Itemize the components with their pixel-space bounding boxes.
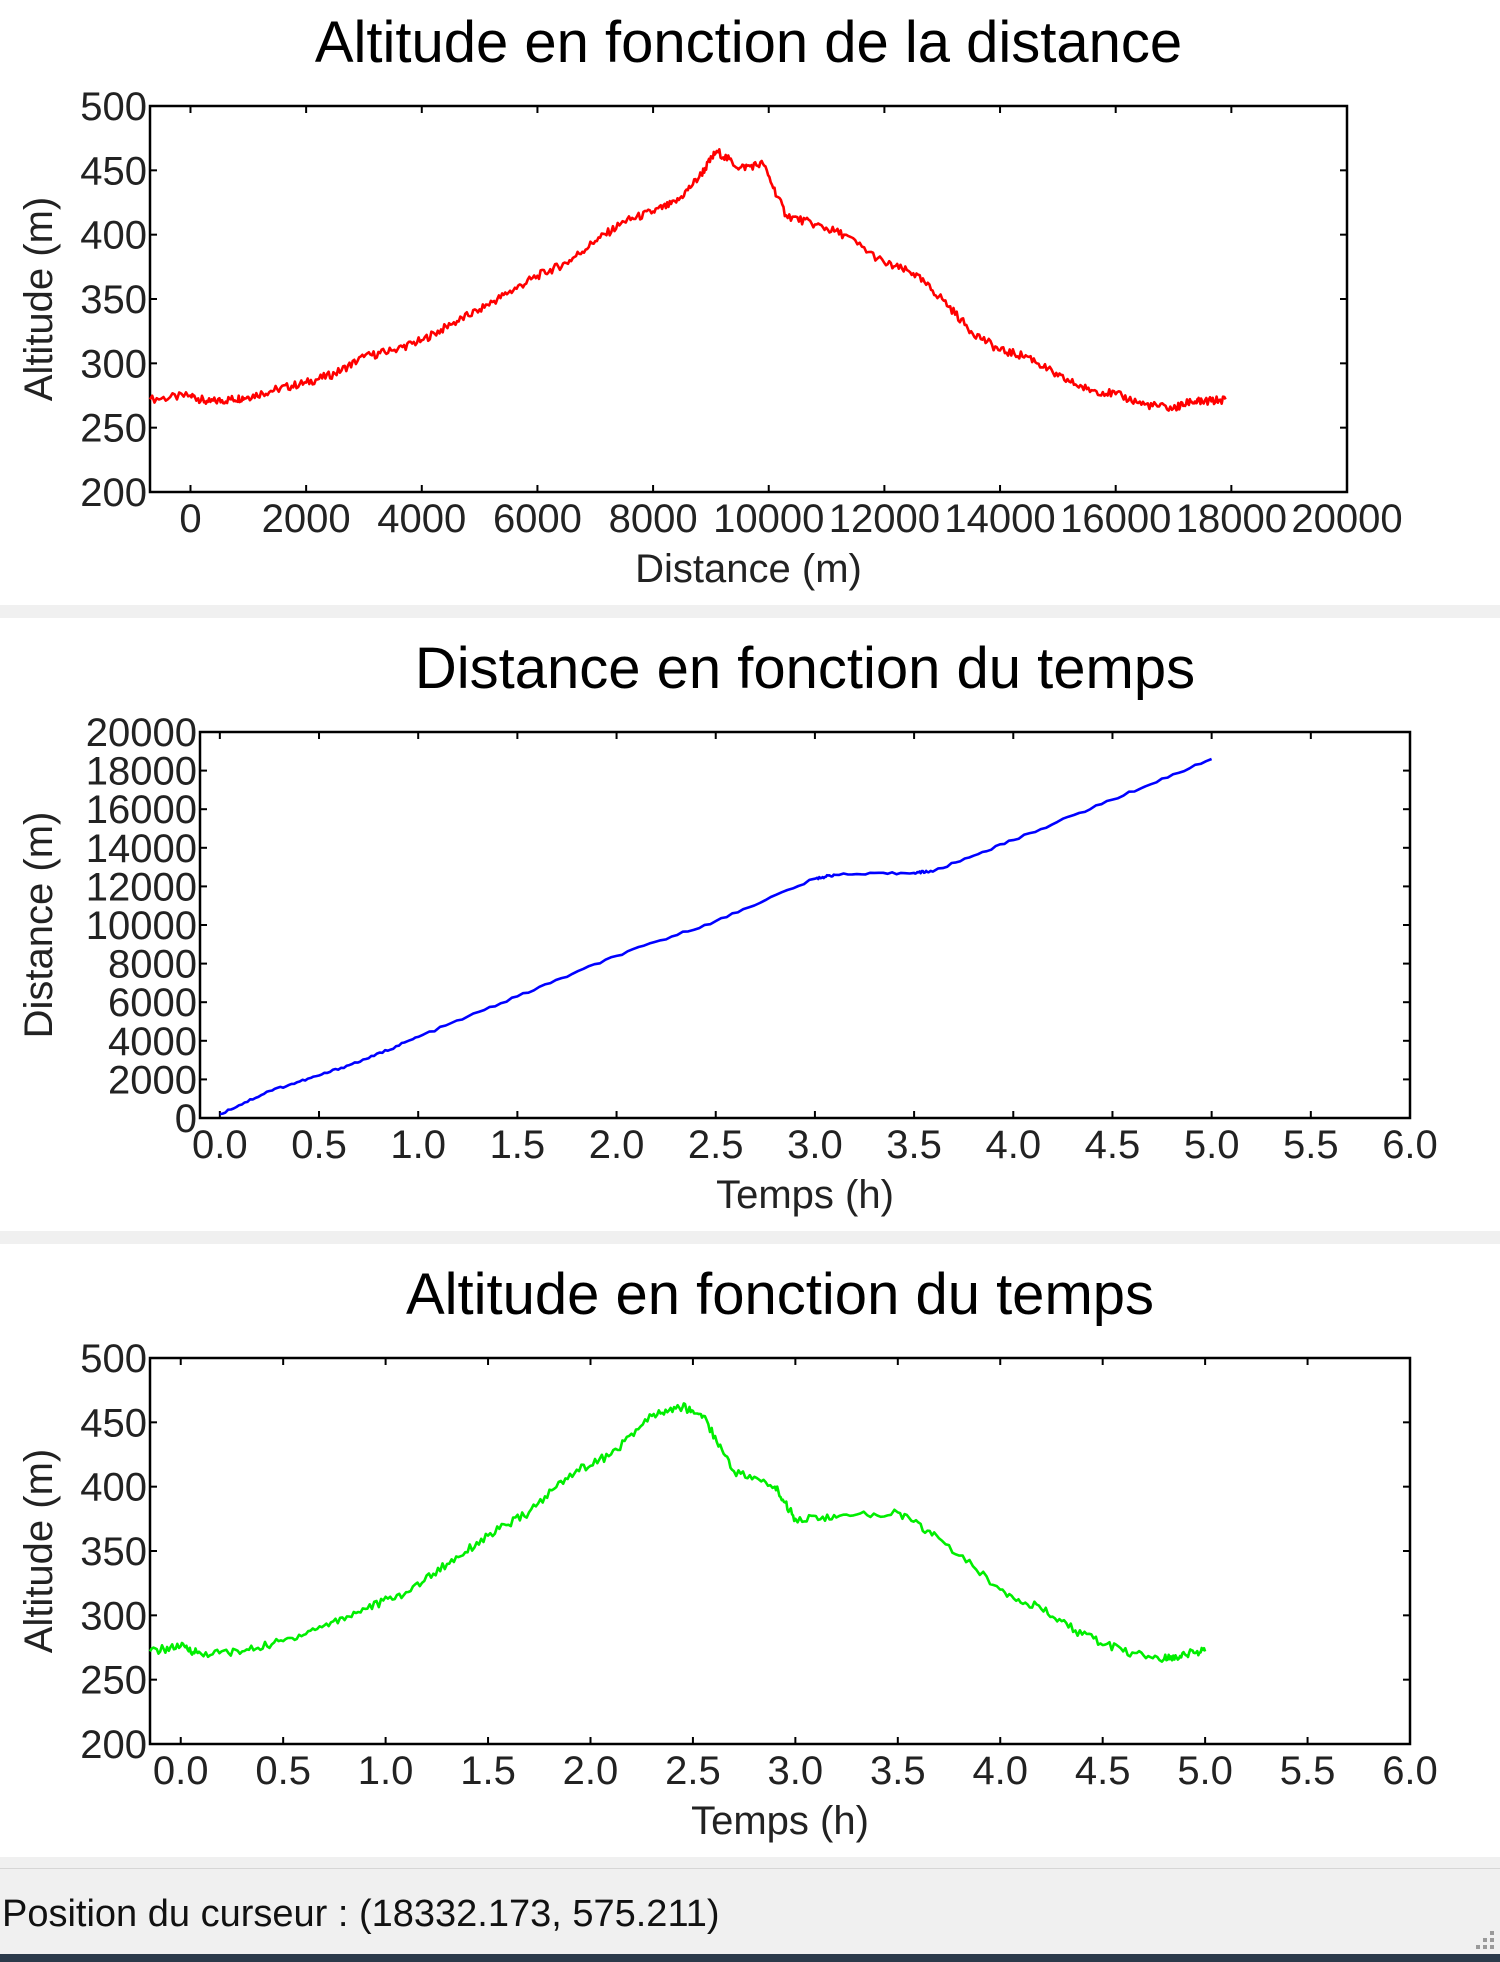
y-tick-label: 4000 [108,1020,197,1064]
y-axis-label: Altitude (m) [17,197,61,402]
y-tick-label: 6000 [108,981,197,1025]
y-tick-label: 300 [80,1594,147,1638]
x-tick-label: 1.5 [460,1749,516,1793]
y-tick-label: 500 [80,1337,147,1381]
plot-frame [198,730,1412,1120]
chart-panel-altitude-distance: Altitude en fonction de la distance 0 2000… [0,0,1500,605]
x-tick-label: 1.0 [358,1749,414,1793]
series-line [148,1402,1207,1663]
x-tick-label: 3.0 [768,1749,824,1793]
y-tick-label: 400 [80,214,147,258]
x-tick-label: 12000 [829,497,940,541]
x-tick-label: 2.5 [688,1123,744,1167]
y-tick-label: 8000 [108,943,197,987]
x-tick-label: 2.5 [665,1749,721,1793]
y-tick-label: 200 [80,471,147,515]
x-tick-label: 0.0 [153,1749,209,1793]
x-tick-label: 6.0 [1382,1749,1438,1793]
y-tick-label: 350 [80,278,147,322]
y-tick-label: 450 [80,149,147,193]
x-tick-label: 2.0 [563,1749,619,1793]
y-tick-label: 400 [80,1466,147,1510]
plot-frame [148,1356,1412,1746]
chart-title: Distance en fonction du temps [415,636,1195,701]
y-tick-label: 10000 [86,904,197,948]
chart-title: Altitude en fonction du temps [406,1262,1154,1327]
y-tick-label: 200 [80,1723,147,1767]
y-tick-label: 450 [80,1401,147,1445]
x-tick-label: 2.0 [589,1123,645,1167]
x-tick-label: 5.5 [1283,1123,1339,1167]
y-tick-label: 350 [80,1530,147,1574]
y-tick-label: 250 [80,1659,147,1703]
x-axis-label: Temps (h) [716,1173,894,1217]
x-tick-label: 18000 [1176,497,1287,541]
x-tick-label: 8000 [609,497,698,541]
y-tick-label: 2000 [108,1058,197,1102]
y-tick-label: 250 [80,407,147,451]
x-tick-label: 10000 [713,497,824,541]
x-tick-label: 2000 [262,497,351,541]
chart-title: Altitude en fonction de la distance [315,10,1182,75]
y-axis-label: Altitude (m) [17,1449,61,1654]
cursor-position-text: Position du curseur : (18332.173, 575.21… [2,1893,720,1935]
series-line [219,757,1213,1116]
chart-altitude-time[interactable]: Altitude en fonction du temps 0.0 0.5 1.0 1.… [0,1244,1500,1857]
window-bottom-edge [0,1954,1500,1962]
x-tick-label: 3.5 [886,1123,942,1167]
y-tick-label: 12000 [86,865,197,909]
x-tick-label: 14000 [944,497,1055,541]
x-tick-label: 0 [179,497,201,541]
x-tick-label: 0.5 [255,1749,311,1793]
x-tick-label: 1.0 [390,1123,446,1167]
chart-panel-distance-time: Distance en fonction du temps 0.0 0.5 1.0 1.… [0,618,1500,1231]
x-tick-label: 3.0 [787,1123,843,1167]
x-tick-label: 4.0 [972,1749,1028,1793]
y-tick-label: 500 [80,85,147,129]
x-tick-label: 16000 [1060,497,1171,541]
y-tick-label: 16000 [86,788,197,832]
chart-panel-altitude-time: Altitude en fonction du temps 0.0 0.5 1.0 1.… [0,1244,1500,1857]
chart-altitude-distance[interactable]: Altitude en fonction de la distance 0 2000… [0,0,1500,605]
y-tick-label: 20000 [86,711,197,755]
x-tick-label: 6000 [493,497,582,541]
x-tick-label: 5.0 [1177,1749,1233,1793]
status-bar: Position du curseur : (18332.173, 575.21… [0,1868,1500,1955]
y-tick-label: 300 [80,342,147,386]
x-axis-label: Temps (h) [691,1799,869,1843]
x-tick-label: 20000 [1291,497,1402,541]
x-tick-label: 4.5 [1085,1123,1141,1167]
x-tick-label: 4.0 [985,1123,1041,1167]
x-tick-label: 4.5 [1075,1749,1131,1793]
x-tick-label: 5.5 [1280,1749,1336,1793]
y-tick-label: 0 [175,1097,197,1141]
x-tick-label: 0.5 [291,1123,347,1167]
x-tick-label: 5.0 [1184,1123,1240,1167]
x-axis-label: Distance (m) [635,547,862,591]
chart-distance-time[interactable]: Distance en fonction du temps 0.0 0.5 1.0 1.… [0,618,1500,1231]
y-tick-label: 18000 [86,750,197,794]
x-tick-label: 0.0 [192,1123,248,1167]
series-line [148,148,1227,412]
resize-grip-icon[interactable] [1472,1927,1494,1949]
y-tick-label: 14000 [86,827,197,871]
x-tick-label: 4000 [377,497,466,541]
x-tick-label: 3.5 [870,1749,926,1793]
y-axis-label: Distance (m) [17,812,61,1039]
plot-frame [148,104,1349,494]
x-tick-label: 6.0 [1382,1123,1438,1167]
x-tick-label: 1.5 [490,1123,546,1167]
